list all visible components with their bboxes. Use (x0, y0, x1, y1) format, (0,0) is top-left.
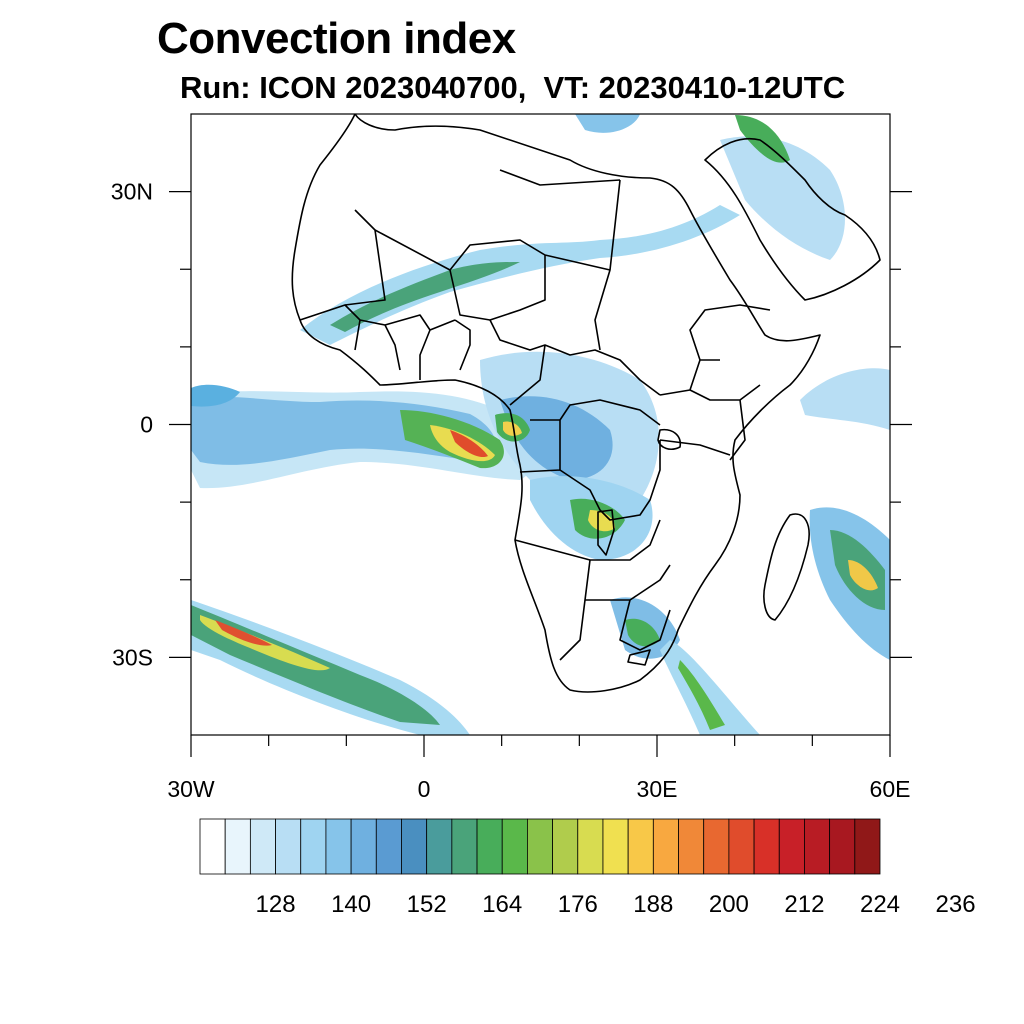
field-sahel-band (300, 205, 740, 345)
colorbar-swatch (401, 818, 428, 875)
colorbar-swatch (577, 818, 604, 875)
colorbar-swatch (224, 818, 251, 875)
colorbar-swatch (627, 818, 654, 875)
x-tick-label: 30W (167, 776, 215, 802)
chart-subtitle: Run: ICON 2023040700, VT: 20230410-12UTC (180, 70, 846, 105)
field-central-yellow (503, 421, 522, 436)
x-tick-label: 0 (418, 776, 431, 802)
colorbar-swatch (476, 818, 503, 875)
field-mozambique-band (660, 640, 760, 735)
colorbar-swatch (501, 818, 528, 875)
colorbar-label: 140 (331, 891, 371, 918)
field-blue-w (191, 384, 240, 407)
field-mozambique-green (678, 660, 725, 730)
colorbar-swatch (350, 818, 377, 875)
colorbar-label: 176 (558, 891, 598, 918)
colorbar-label: 200 (709, 891, 749, 918)
lake-victoria (657, 428, 682, 450)
colorbar-label: 224 (860, 891, 900, 918)
colorbar-swatch (552, 818, 579, 875)
colorbar-label: 236 (936, 891, 976, 918)
colorbar-swatch (728, 818, 755, 875)
colorbar-swatch (527, 818, 553, 875)
field-sahel-core (330, 262, 520, 332)
field-se-green (625, 618, 660, 647)
colorbar-swatch (678, 818, 705, 875)
borders-west (299, 304, 471, 380)
field-madagascar-yellow (848, 560, 878, 591)
africa-coastline (291, 114, 821, 693)
x-tick-label: 60E (870, 776, 911, 802)
field-red-gulf (450, 430, 488, 458)
colorbar-swatch (804, 818, 831, 875)
field-central-mid (500, 396, 613, 480)
y-tick-label: 30S (112, 644, 153, 670)
y-tick-label: 30N (111, 179, 153, 205)
x-tick-label: 30E (637, 776, 678, 802)
madagascar (763, 513, 810, 621)
field-arabia-light (720, 136, 845, 260)
colorbar-label: 164 (482, 891, 522, 918)
colorbar: 128 140 152 164 176 188 200 212 224 236 (199, 818, 976, 918)
colorbar-swatch (652, 818, 679, 875)
arabia (704, 137, 881, 301)
colorbar-swatch (753, 818, 780, 875)
borders-north (344, 169, 621, 351)
colorbar-swatch (300, 818, 327, 875)
borders-east (659, 304, 771, 461)
colorbar-label: 188 (633, 891, 673, 918)
convection-field (191, 114, 890, 735)
colorbar-label: 152 (407, 891, 447, 918)
colorbar-swatch (199, 818, 226, 875)
colorbar-label: 212 (784, 891, 824, 918)
colorbar-swatch (325, 818, 352, 875)
colorbar-swatch (426, 818, 453, 875)
coastlines-borders (291, 114, 881, 693)
chart-title: Convection index (157, 14, 516, 63)
field-indian-light (800, 368, 890, 430)
zambia-outline (597, 509, 615, 556)
axis-ticks: 30W 0 30E 60E 30N 0 30S (111, 179, 912, 802)
y-tick-label: 0 (140, 412, 153, 438)
field-med (575, 114, 640, 133)
colorbar-swatch (275, 818, 302, 875)
borders-south (514, 519, 671, 666)
colorbar-swatch (451, 818, 478, 875)
colorbar-label: 128 (256, 891, 296, 918)
field-sw-band-red (215, 620, 272, 646)
field-arabia-green (735, 115, 790, 163)
colorbar-swatch (703, 818, 730, 875)
field-south-central-yellow (588, 510, 615, 532)
colorbar-swatch (778, 818, 805, 875)
colorbar-swatch (249, 818, 276, 875)
colorbar-swatch (602, 818, 629, 875)
borders-central (489, 319, 661, 521)
colorbar-swatch (829, 818, 856, 875)
colorbar-swatch (854, 818, 881, 875)
colorbar-swatch (375, 818, 402, 875)
